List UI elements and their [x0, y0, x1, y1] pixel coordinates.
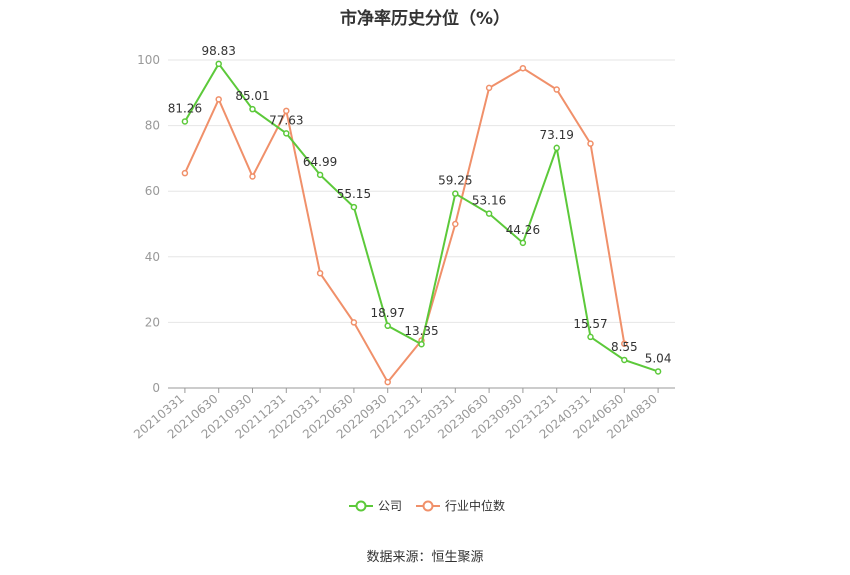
data-label: 53.16	[472, 194, 506, 208]
data-point	[485, 84, 493, 92]
legend-label: 行业中位数	[445, 498, 505, 513]
legend-label: 公司	[378, 499, 402, 513]
data-point	[519, 64, 527, 72]
data-point	[519, 239, 527, 247]
data-label: 81.26	[168, 101, 202, 115]
data-label: 98.83	[202, 44, 236, 58]
legend-marker	[355, 500, 367, 512]
y-tick-label: 80	[145, 119, 160, 133]
y-tick-label: 40	[145, 250, 160, 264]
data-point	[181, 118, 189, 125]
chart-title: 市净率历史分位（%）	[339, 9, 511, 29]
data-point	[587, 333, 594, 341]
legend-item-industry: 行业中位数	[416, 498, 505, 513]
data-label: 18.97	[371, 306, 405, 320]
data-point	[283, 107, 290, 115]
data-point	[587, 140, 594, 147]
y-tick-label: 60	[145, 184, 160, 198]
data-point	[553, 86, 560, 93]
data-point	[621, 340, 628, 347]
data-point	[452, 220, 459, 228]
data-point	[418, 340, 425, 348]
legend-marker	[422, 500, 434, 512]
y-tick-label: 20	[145, 315, 160, 329]
data-point	[654, 368, 662, 375]
data-point	[316, 269, 324, 277]
data-label: 59.25	[438, 174, 472, 188]
data-point	[384, 378, 391, 386]
data-point	[316, 171, 324, 179]
data-label: 15.57	[573, 317, 607, 331]
data-point	[283, 130, 290, 137]
data-point	[181, 169, 189, 177]
legend-item-company: 公司	[349, 499, 402, 513]
data-label: 44.26	[506, 223, 540, 237]
data-label: 85.01	[235, 89, 269, 103]
data-point	[350, 319, 358, 326]
data-point	[249, 105, 256, 113]
data-label: 55.15	[337, 187, 371, 201]
data-point	[249, 173, 256, 180]
data-point	[384, 322, 391, 330]
data-label: 77.63	[269, 113, 303, 127]
data-point	[485, 210, 493, 217]
data-point	[350, 203, 358, 211]
data-point	[215, 60, 222, 68]
y-tick-label: 0	[152, 381, 160, 395]
data-point	[553, 144, 560, 152]
data-source: 数据来源：恒生聚源	[366, 550, 484, 565]
y-tick-label: 100	[137, 53, 160, 67]
data-label: 73.19	[540, 128, 574, 142]
data-label: 13.35	[404, 324, 438, 338]
data-label: 8.55	[611, 340, 638, 354]
data-point	[452, 190, 459, 197]
data-point	[215, 96, 222, 103]
series-line-industry	[183, 67, 626, 384]
data-point	[621, 356, 628, 364]
data-label: 64.99	[303, 155, 337, 169]
data-label: 5.04	[645, 351, 672, 365]
